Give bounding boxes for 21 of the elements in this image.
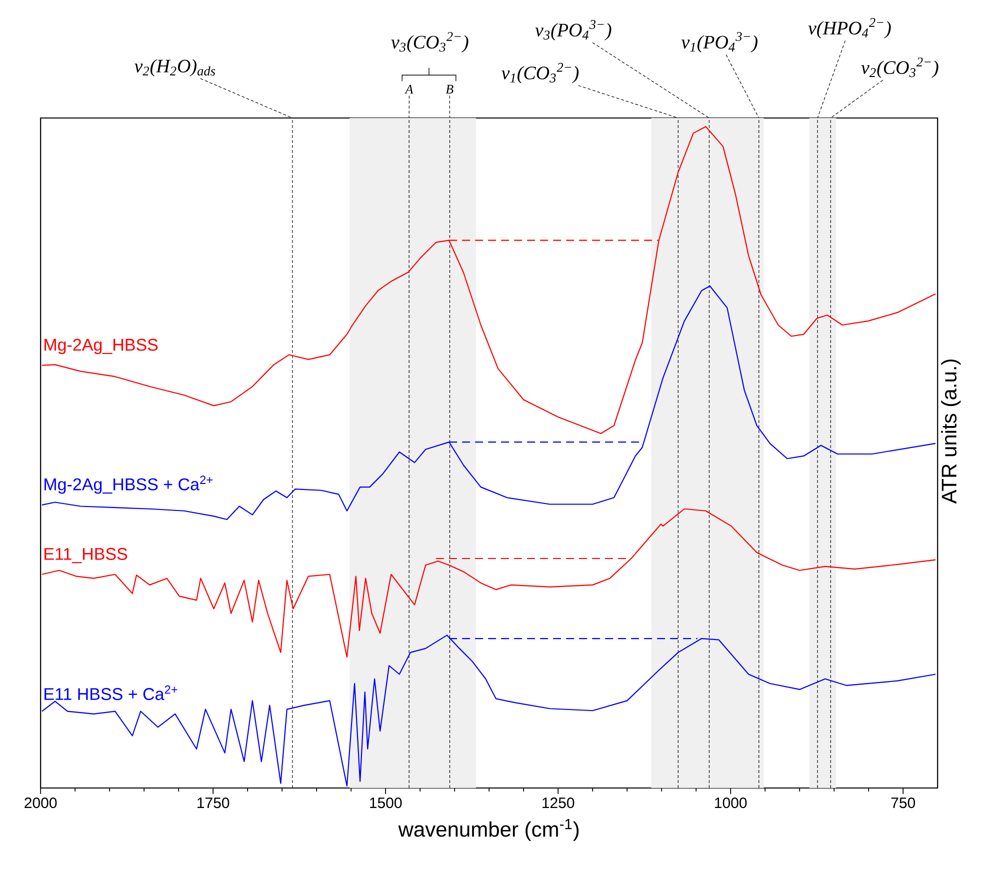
- series-label: E11 HBSS + Ca$^{2+}$: [44, 685, 178, 700]
- ref-line-label: ν$_{1}$(CO$_{3}$$^{2−}$): [502, 62, 579, 84]
- series-label: Mg-2Ag_HBSS: [44, 338, 158, 354]
- ref-line-label: B: [446, 84, 454, 94]
- x-tick-label: 1000: [715, 798, 747, 808]
- x-tick-label: 1250: [542, 798, 574, 808]
- series-label: Mg-2Ag_HBSS + Ca$^{2+}$: [44, 476, 213, 494]
- ref-line-label: ν$_{3}$(PO$_{4}$$^{3−}$): [535, 20, 612, 40]
- ref-line-label: ν$_{2}$(CO$_{3}$$^{2−}$): [861, 58, 938, 78]
- text: ν$_{3}$(CO$_{3}$$^{2−}$): [391, 32, 468, 52]
- x-tick-label: 2000: [24, 798, 57, 808]
- x-tick-label: 750: [891, 798, 916, 808]
- ref-line-label: A: [404, 84, 414, 94]
- ref-line-label: ν$_{1}$(PO$_{4}$$^{3−}$): [681, 32, 758, 52]
- x-tick-label: 1500: [370, 798, 402, 808]
- ref-line-label: ν$_{2}$(H$_{2}$O)$_{ads}$: [134, 59, 216, 76]
- ref-line-label: ν(HPO$_{4}$$^{2−}$): [808, 18, 891, 38]
- series-label: E11_HBSS: [44, 548, 128, 564]
- x-axis-title: wavenumber (cm$^{-1}$): [398, 818, 579, 841]
- x-tick-label: 1750: [198, 798, 230, 808]
- y-axis-title: ATR units (a.u.): [941, 360, 961, 504]
